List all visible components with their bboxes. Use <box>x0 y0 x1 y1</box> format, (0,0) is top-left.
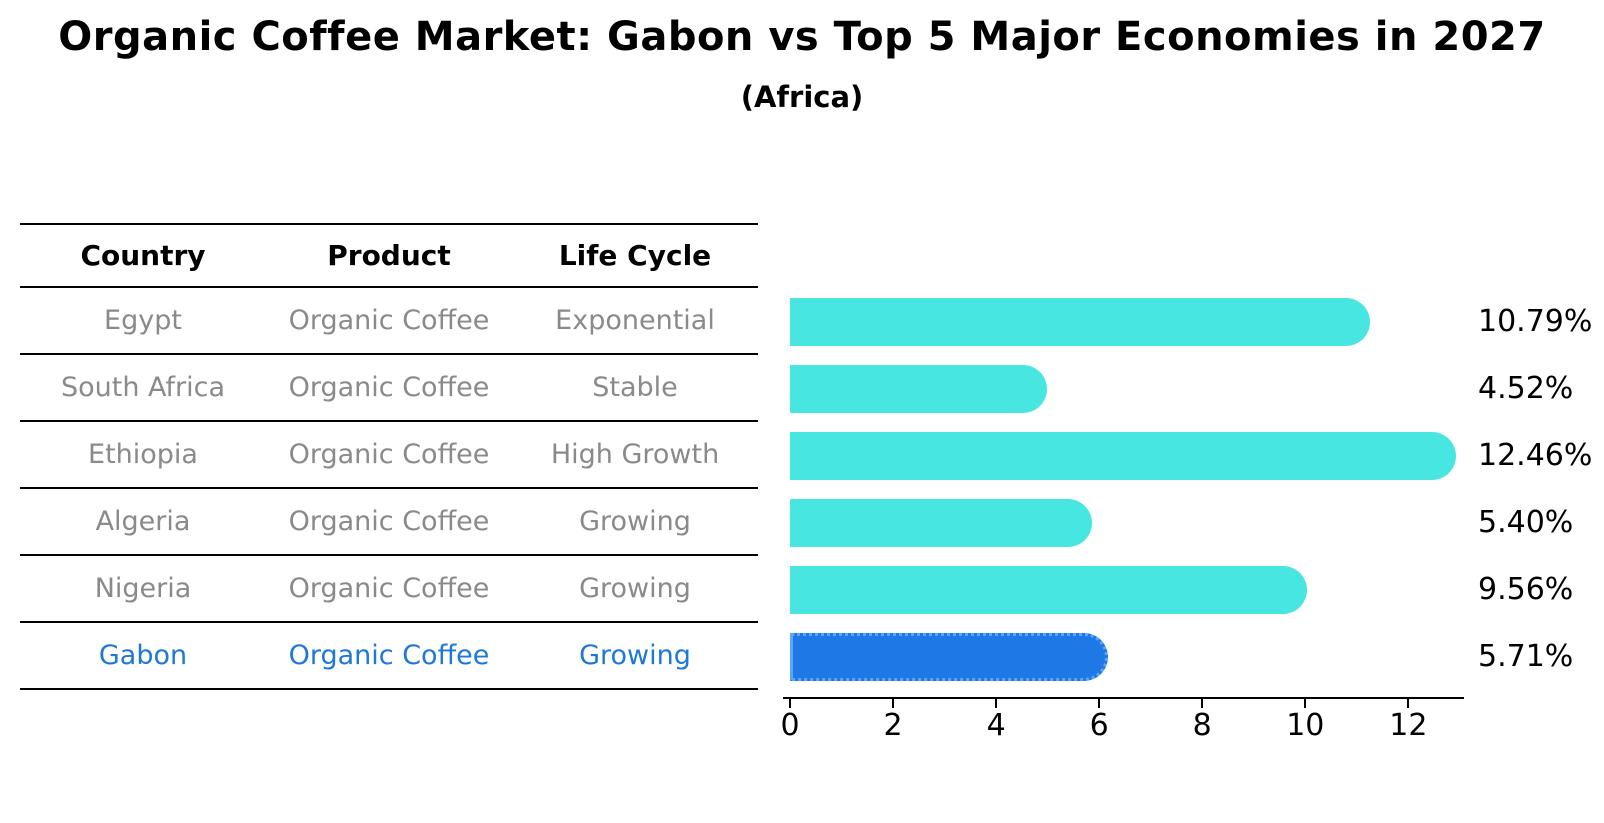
x-tick-mark <box>1201 697 1204 708</box>
value-labels: 10.79% 4.52% 12.46% 5.40% 9.56% 5.71% <box>1478 288 1604 690</box>
product-cell: Organic Coffee <box>288 573 490 604</box>
table-row: South Africa Organic Coffee Stable <box>20 355 758 422</box>
country-cell: Egypt <box>104 305 182 336</box>
product-cell: Organic Coffee <box>288 439 490 470</box>
bar-egypt <box>790 297 1370 346</box>
product-cell: Organic Coffee <box>288 305 490 336</box>
x-tick-mark <box>1098 697 1101 708</box>
product-cell: Organic Coffee <box>288 506 490 537</box>
value-label: 4.52% <box>1478 371 1574 406</box>
life-cycle-cell: Growing <box>579 506 691 537</box>
value-label: 5.71% <box>1478 639 1574 674</box>
x-tick-mark <box>892 697 895 708</box>
column-header-country: Country <box>80 239 206 272</box>
country-cell: Nigeria <box>94 573 192 604</box>
x-tick-label: 4 <box>986 708 1006 743</box>
bar-nigeria <box>790 565 1307 614</box>
life-cycle-cell: Growing <box>579 640 691 671</box>
product-cell: Organic Coffee <box>288 372 490 403</box>
table-row: Ethiopia Organic Coffee High Growth <box>20 422 758 489</box>
x-tick-label: 10 <box>1286 708 1325 743</box>
x-tick-mark <box>1407 697 1410 708</box>
x-tick-label: 8 <box>1192 708 1212 743</box>
bar-plot-area <box>790 288 1490 690</box>
country-cell: Gabon <box>98 640 188 671</box>
country-table: Country Product Life Cycle Egypt Organic… <box>20 223 758 690</box>
country-cell: Algeria <box>95 506 191 537</box>
x-tick-mark <box>1304 697 1307 708</box>
x-tick-label: 6 <box>1089 708 1109 743</box>
value-label: 12.46% <box>1478 438 1593 473</box>
table-row: Nigeria Organic Coffee Growing <box>20 556 758 623</box>
life-cycle-cell: Exponential <box>555 305 715 336</box>
country-cell: Ethiopia <box>88 439 198 470</box>
bar-gabon-highlighted <box>790 632 1109 681</box>
table-header-row: Country Product Life Cycle <box>20 225 758 288</box>
value-label: 9.56% <box>1478 572 1574 607</box>
column-header-product: Product <box>327 239 451 272</box>
chart-title: Organic Coffee Market: Gabon vs Top 5 Ma… <box>58 14 1546 60</box>
value-label: 5.40% <box>1478 505 1574 540</box>
country-cell: South Africa <box>60 372 226 403</box>
bar-south-africa <box>790 364 1047 413</box>
value-label: 10.79% <box>1478 304 1593 339</box>
bar-algeria <box>790 498 1093 547</box>
table-row: Algeria Organic Coffee Growing <box>20 489 758 556</box>
x-tick-label: 0 <box>780 708 800 743</box>
bar-ethiopia <box>790 431 1457 480</box>
column-header-life-cycle: Life Cycle <box>558 239 712 272</box>
life-cycle-cell: Growing <box>579 573 691 604</box>
x-tick-label: 12 <box>1389 708 1428 743</box>
chart-subtitle: (Africa) <box>740 80 864 114</box>
life-cycle-cell: High Growth <box>550 439 720 470</box>
table-row: Gabon Organic Coffee Growing <box>20 623 758 690</box>
life-cycle-cell: Stable <box>592 372 678 403</box>
x-tick-mark <box>789 697 791 708</box>
x-tick-mark <box>995 697 998 708</box>
x-axis-line <box>783 697 1464 699</box>
product-cell: Organic Coffee <box>288 640 490 671</box>
x-tick-label: 2 <box>883 708 903 743</box>
table-row: Egypt Organic Coffee Exponential <box>20 288 758 355</box>
